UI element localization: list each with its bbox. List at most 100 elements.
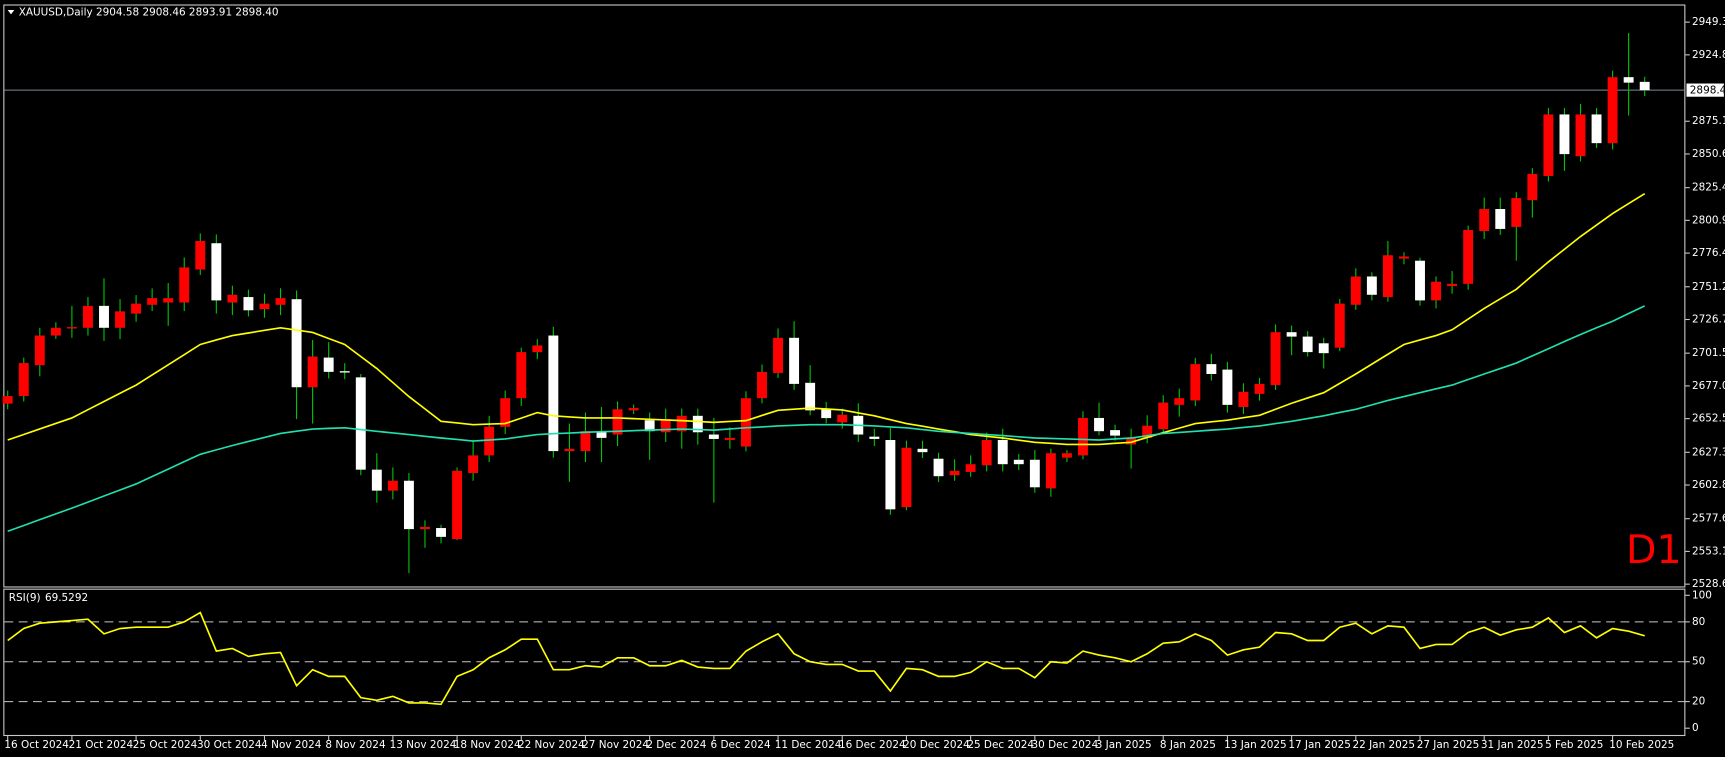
candle-body bbox=[965, 464, 976, 472]
candle-body bbox=[34, 335, 45, 366]
symbol-menu-icon bbox=[7, 9, 15, 15]
candle-body bbox=[50, 327, 61, 336]
candle-body bbox=[644, 420, 655, 432]
candle-body bbox=[1286, 332, 1297, 337]
candle-body bbox=[933, 458, 944, 477]
candle-body bbox=[1094, 417, 1104, 432]
candle-body bbox=[981, 440, 992, 466]
candle-body bbox=[115, 311, 125, 328]
x-tick-label: 20 Dec 2024 bbox=[903, 739, 970, 751]
candle-body bbox=[1447, 283, 1458, 287]
candle-body bbox=[1190, 364, 1201, 401]
y-tick-label: 2677.00 bbox=[1692, 380, 1725, 392]
candle-body bbox=[1061, 453, 1072, 458]
candle-body bbox=[1238, 391, 1249, 408]
x-tick-label: 5 Feb 2025 bbox=[1545, 739, 1603, 751]
candle-body bbox=[147, 298, 158, 305]
x-tick-label: 16 Oct 2024 bbox=[4, 739, 69, 751]
y-tick-label: 2528.60 bbox=[1692, 578, 1725, 590]
candle-body bbox=[548, 335, 559, 452]
candle-body bbox=[131, 303, 142, 314]
x-tick-label: 25 Oct 2024 bbox=[133, 739, 198, 751]
candle-body bbox=[82, 305, 93, 328]
timeframe-label: D1 bbox=[1626, 527, 1682, 573]
candle-body bbox=[628, 408, 639, 411]
candle-body bbox=[1254, 383, 1265, 394]
x-tick-label: 13 Nov 2024 bbox=[390, 739, 457, 751]
x-tick-label: 31 Jan 2025 bbox=[1481, 739, 1544, 751]
candle-body bbox=[484, 426, 495, 456]
candle-body bbox=[564, 448, 575, 452]
candle-body bbox=[949, 470, 960, 476]
candle-body bbox=[227, 294, 238, 303]
rsi-title: RSI(9) bbox=[9, 592, 41, 604]
candle-body bbox=[708, 434, 719, 439]
rsi-panel-frame bbox=[3, 588, 1686, 737]
x-tick-label: 22 Jan 2025 bbox=[1353, 739, 1416, 751]
candle-body bbox=[1591, 114, 1602, 144]
x-tick-label: 30 Dec 2024 bbox=[1032, 739, 1099, 751]
candle-body bbox=[2, 396, 13, 404]
candle-body bbox=[1431, 281, 1442, 301]
y-tick-label: 0 bbox=[1692, 722, 1699, 734]
candle-body bbox=[403, 480, 414, 530]
candle-body bbox=[676, 415, 687, 432]
candle-body bbox=[1479, 209, 1490, 232]
x-tick-label: 18 Nov 2024 bbox=[454, 739, 521, 751]
x-tick-label: 4 Nov 2024 bbox=[261, 739, 322, 751]
candle-body bbox=[612, 409, 623, 435]
candle-body bbox=[1623, 77, 1634, 83]
candle-body bbox=[1511, 198, 1522, 227]
x-tick-label: 25 Dec 2024 bbox=[967, 739, 1034, 751]
candle-body bbox=[741, 398, 751, 447]
candle-body bbox=[1559, 114, 1570, 155]
x-tick-label: 17 Jan 2025 bbox=[1288, 739, 1351, 751]
candle-body bbox=[1334, 303, 1345, 348]
candle-body bbox=[1013, 459, 1024, 465]
candle-body bbox=[660, 419, 671, 433]
y-tick-label: 100 bbox=[1692, 589, 1712, 601]
candle-body bbox=[1029, 459, 1040, 488]
candle-body bbox=[163, 298, 174, 303]
candle-body bbox=[516, 352, 527, 399]
candle-body bbox=[1318, 343, 1329, 354]
x-tick-label: 30 Oct 2024 bbox=[197, 739, 262, 751]
x-tick-label: 8 Nov 2024 bbox=[325, 739, 386, 751]
candle-body bbox=[1639, 81, 1650, 91]
candle-body bbox=[211, 243, 222, 301]
y-tick-label: 2825.40 bbox=[1692, 182, 1725, 194]
candle-body bbox=[789, 337, 800, 384]
candle-body bbox=[18, 363, 29, 397]
x-tick-label: 3 Jan 2025 bbox=[1096, 739, 1152, 751]
candle-body bbox=[885, 440, 896, 510]
candle-body bbox=[1078, 417, 1088, 456]
candle-body bbox=[1045, 453, 1056, 489]
candle-body bbox=[243, 297, 254, 311]
x-tick-label: 6 Dec 2024 bbox=[711, 739, 771, 751]
candle-body bbox=[355, 377, 366, 470]
candle-body bbox=[1206, 364, 1217, 375]
candle-body bbox=[307, 356, 318, 388]
candle-body bbox=[1495, 209, 1506, 229]
candle-body bbox=[773, 337, 783, 373]
candle-body bbox=[1110, 430, 1121, 436]
candle-body bbox=[1350, 276, 1361, 305]
candle-body bbox=[468, 455, 479, 474]
last-price-label: 2898.40 bbox=[1690, 85, 1725, 97]
candle-body bbox=[339, 371, 350, 373]
candle-body bbox=[1270, 332, 1281, 386]
candle-body bbox=[580, 431, 591, 452]
y-tick-label: 2652.50 bbox=[1692, 413, 1725, 425]
rsi-value: 69.5292 bbox=[45, 592, 88, 604]
y-tick-label: 2949.30 bbox=[1692, 16, 1725, 28]
candle-body bbox=[596, 432, 607, 438]
rsi-line bbox=[7, 611, 1645, 706]
candle-body bbox=[259, 303, 270, 310]
candle-body bbox=[1527, 173, 1538, 201]
candle-body bbox=[1142, 425, 1153, 438]
chart-title: XAUUSD,Daily 2904.58 2908.46 2893.91 289… bbox=[19, 7, 279, 19]
candle-body bbox=[387, 480, 398, 491]
